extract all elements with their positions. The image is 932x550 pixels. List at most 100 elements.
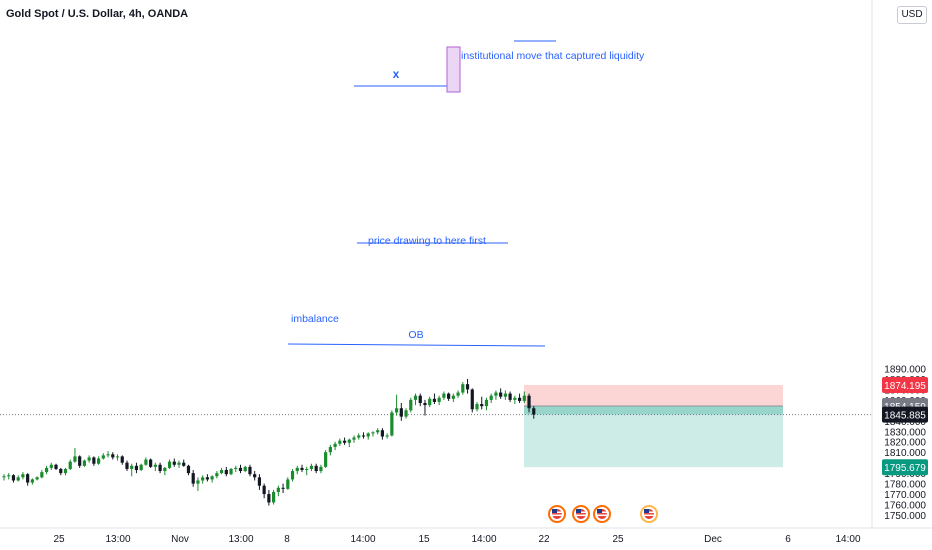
candle[interactable] [30,478,34,485]
candle[interactable] [82,459,87,467]
candle[interactable] [281,483,285,494]
candle[interactable] [352,435,356,443]
candle[interactable] [267,489,271,506]
order-block-line[interactable] [287,343,546,347]
candle[interactable] [333,441,337,451]
candle[interactable] [489,393,493,404]
candle[interactable] [413,393,418,406]
candle[interactable] [517,393,522,404]
candle[interactable] [78,455,82,468]
candle[interactable] [442,391,446,400]
candle[interactable] [376,428,380,435]
candle[interactable] [532,406,536,419]
candle[interactable] [461,382,465,395]
candle[interactable] [26,473,30,486]
candle[interactable] [390,410,394,437]
candle[interactable] [115,454,120,461]
stop-loss-zone[interactable] [524,385,783,406]
take-profit-zone[interactable] [524,414,783,468]
candle[interactable] [234,465,238,473]
candle[interactable] [196,477,200,491]
candle[interactable] [499,388,503,399]
candle[interactable] [475,401,479,412]
candle[interactable] [272,489,276,505]
candle[interactable] [409,397,413,413]
candle[interactable] [342,437,347,445]
candle[interactable] [456,390,460,398]
candle[interactable] [2,474,6,481]
candle[interactable] [428,396,432,408]
candle[interactable] [324,450,328,468]
candle[interactable] [219,467,224,475]
candle[interactable] [527,393,531,413]
candle[interactable] [371,431,375,437]
candle[interactable] [423,399,427,416]
candle[interactable] [68,459,72,470]
candle[interactable] [347,438,351,447]
candle[interactable] [205,474,209,482]
candle[interactable] [238,464,243,474]
candle[interactable] [328,444,332,456]
candle[interactable] [21,472,25,480]
open-profit-zone[interactable] [524,405,783,415]
candle[interactable] [290,468,295,482]
target-price-badge[interactable]: 1795.679 [882,459,928,476]
candle[interactable] [253,471,257,481]
candle[interactable] [447,392,451,401]
candle[interactable] [470,388,474,413]
candle[interactable] [366,432,370,440]
candle[interactable] [224,466,228,477]
us-event-icon[interactable] [640,505,658,523]
candle[interactable] [484,397,489,411]
candle[interactable] [276,485,280,497]
candle[interactable] [144,457,148,466]
us-event-icon[interactable] [572,505,590,523]
candle[interactable] [177,460,181,468]
candle[interactable] [54,463,58,470]
candle[interactable] [503,390,507,400]
stop-price-badge[interactable]: 1874.195 [882,377,928,394]
candle[interactable] [248,464,252,477]
candle[interactable] [130,463,134,477]
current-price-badge[interactable]: 1845.885 [882,406,928,423]
candle[interactable] [309,463,314,472]
candle[interactable] [295,465,299,475]
candle[interactable] [522,391,526,404]
candle[interactable] [404,408,408,419]
candle[interactable] [97,456,101,465]
candle[interactable] [380,428,384,440]
candle[interactable] [149,458,153,468]
candle-series[interactable] [2,378,536,506]
candle[interactable] [286,477,290,490]
candle[interactable] [432,393,437,405]
candle[interactable] [92,456,96,466]
candle[interactable] [257,474,262,490]
candle[interactable] [16,475,20,482]
candle[interactable] [300,464,304,473]
candle[interactable] [338,438,342,446]
candle[interactable] [49,462,53,470]
candle[interactable] [153,462,157,472]
candle[interactable] [158,462,162,474]
candle[interactable] [186,464,191,476]
candle[interactable] [385,433,389,439]
candle[interactable] [262,483,266,499]
candle[interactable] [201,475,205,484]
drawings[interactable]: x institutional move that captured liquid… [287,40,645,347]
time-axis[interactable]: 25 13:00 Nov 13:00 8 14:00 15 14:00 22 25 Dec 6 14:0… [0,527,932,545]
candle[interactable] [172,458,176,467]
candle[interactable] [35,476,39,481]
candle[interactable] [106,451,110,458]
candle[interactable] [125,460,129,472]
position-tool[interactable] [524,385,783,468]
candle[interactable] [87,455,91,463]
liquidity-sweep-box[interactable] [446,46,461,93]
candle[interactable] [508,391,512,402]
candle[interactable] [243,465,247,473]
us-event-icon[interactable] [593,505,611,523]
candle[interactable] [111,452,115,460]
candle[interactable] [101,453,105,460]
candle[interactable] [418,393,422,407]
candle[interactable] [494,390,498,400]
